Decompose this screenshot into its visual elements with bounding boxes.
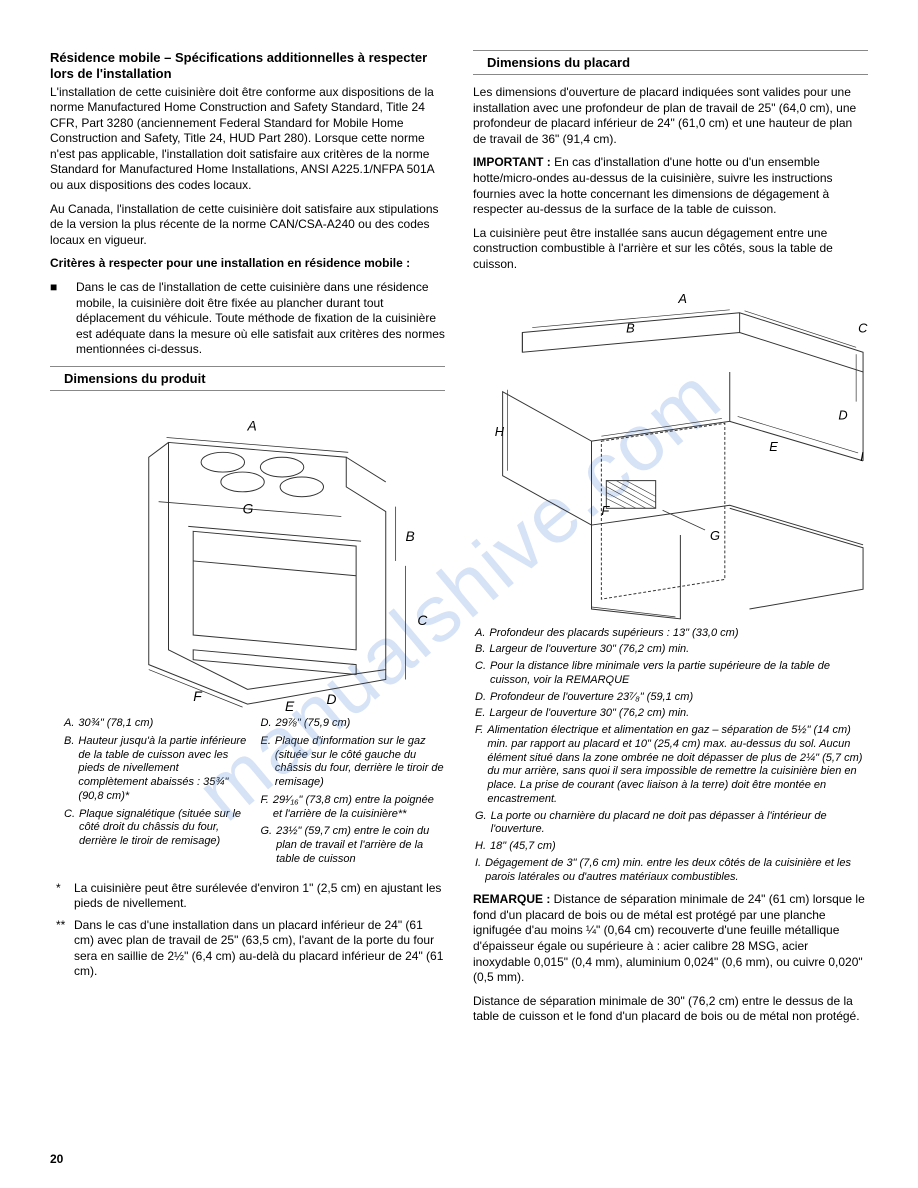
cabinet-dimensions-header: Dimensions du placard [473, 50, 868, 75]
footnote-1-text: La cuisinière peut être surélevée d'envi… [74, 881, 445, 912]
svg-text:C: C [858, 320, 868, 335]
dim-label-g: G [243, 501, 254, 517]
footnote-2-text: Dans le cas d'une installation dans un p… [74, 918, 445, 980]
remarque-p2: Distance de séparation minimale de 30" (… [473, 994, 868, 1025]
cabinet-legend: A.Profondeur des placards supérieurs : 1… [475, 627, 868, 885]
bullet-text: Dans le cas de l'installation de cette c… [76, 280, 445, 358]
svg-text:B: B [626, 320, 635, 335]
svg-text:A: A [677, 290, 687, 305]
product-legend: A.30¾" (78,1 cm) B.Hauteur jusqu'à la pa… [64, 717, 445, 871]
page-number: 20 [50, 1152, 63, 1166]
footnote-2-mark: ** [56, 918, 74, 980]
dim-label-b: B [406, 528, 415, 544]
cabinet-p2: IMPORTANT : En cas d'installation d'une … [473, 155, 868, 217]
bullet-marker: ■ [50, 280, 76, 358]
product-dimensions-header: Dimensions du produit [50, 366, 445, 391]
cabinet-diagram-svg: A B C D E F G H I [473, 281, 868, 621]
mobile-home-bullet-list: ■ Dans le cas de l'installation de cette… [50, 280, 445, 358]
dim-label-c: C [417, 612, 428, 628]
svg-text:I: I [860, 448, 864, 463]
dim-label-d: D [327, 691, 337, 707]
svg-text:F: F [601, 503, 610, 518]
footnote-1-mark: * [56, 881, 74, 912]
important-lead: IMPORTANT : [473, 155, 551, 169]
right-column: Dimensions du placard Les dimensions d'o… [473, 50, 868, 1033]
product-legend-right: D.29⅞" (75,9 cm) E.Plaque d'information … [261, 717, 446, 871]
mobile-home-criteria-heading: Critères à respecter pour une installati… [50, 256, 445, 272]
remarque-p1: REMARQUE : Distance de séparation minima… [473, 892, 868, 986]
dim-label-a: A [247, 418, 257, 434]
mobile-home-p2: Au Canada, l'installation de cette cuisi… [50, 202, 445, 249]
svg-text:G: G [710, 527, 720, 542]
footnote-1: * La cuisinière peut être surélevée d'en… [56, 881, 445, 912]
footnote-2: ** Dans le cas d'une installation dans u… [56, 918, 445, 980]
cabinet-p1: Les dimensions d'ouverture de placard in… [473, 85, 868, 147]
remarque-lead: REMARQUE : [473, 892, 550, 906]
svg-text:H: H [495, 424, 505, 439]
svg-text:D: D [838, 407, 847, 422]
range-diagram-svg: A B C D E F G [50, 401, 445, 711]
product-diagram: A B C D E F G [50, 401, 445, 711]
cabinet-diagram: A B C D E F G H I [473, 281, 868, 621]
two-column-layout: Résidence mobile – Spécifications additi… [50, 50, 868, 1033]
svg-text:E: E [769, 439, 778, 454]
cabinet-p3: La cuisinière peut être installée sans a… [473, 226, 868, 273]
mobile-home-bullet: ■ Dans le cas de l'installation de cette… [50, 280, 445, 358]
left-column: Résidence mobile – Spécifications additi… [50, 50, 445, 1033]
product-legend-left: A.30¾" (78,1 cm) B.Hauteur jusqu'à la pa… [64, 717, 249, 871]
mobile-home-title: Résidence mobile – Spécifications additi… [50, 50, 445, 83]
dim-label-e: E [285, 698, 295, 711]
mobile-home-p1: L'installation de cette cuisinière doit … [50, 85, 445, 194]
